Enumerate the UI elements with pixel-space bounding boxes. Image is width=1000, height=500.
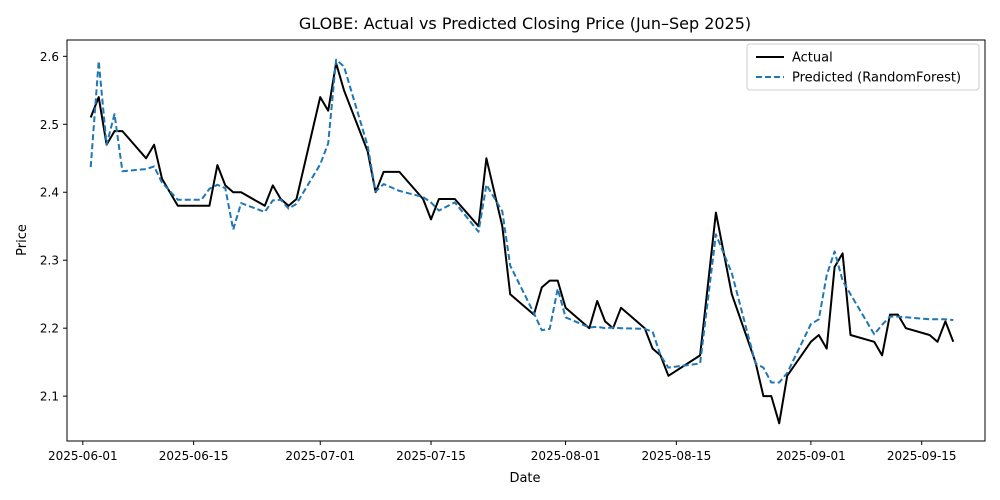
x-tick-label: 2025-06-15 — [159, 449, 229, 463]
y-axis: 2.1 2.2 2.3 2.4 2.5 2.6 — [40, 50, 67, 404]
plot-frame — [66, 39, 986, 442]
chart-title: GLOBE: Actual vs Predicted Closing Price… — [299, 14, 751, 33]
y-tick-label: 2.2 — [40, 322, 59, 336]
series-line-predicted — [89, 58, 954, 384]
legend-box — [746, 43, 980, 91]
x-tick-label: 2025-07-01 — [285, 449, 355, 463]
legend-label-actual: Actual — [792, 51, 833, 66]
y-tick-label: 2.5 — [40, 118, 59, 132]
legend: Actual Predicted (RandomForest) — [746, 43, 980, 91]
y-tick-label: 2.3 — [40, 254, 59, 268]
legend-label-predicted: Predicted (RandomForest) — [792, 71, 961, 86]
y-tick-label: 2.6 — [40, 50, 59, 64]
x-tick-label: 2025-07-15 — [396, 449, 466, 463]
y-tick-label: 2.4 — [40, 186, 59, 200]
x-tick-label: 2025-08-15 — [641, 449, 711, 463]
x-tick-label: 2025-09-15 — [887, 449, 957, 463]
x-tick-label: 2025-08-01 — [531, 449, 601, 463]
x-axis-label: Date — [509, 471, 540, 486]
x-tick-label: 2025-09-01 — [776, 449, 846, 463]
y-tick-label: 2.1 — [40, 390, 59, 404]
series-layer — [89, 58, 955, 425]
y-axis-label: Price — [15, 224, 30, 256]
x-tick-label: 2025-06-01 — [48, 449, 118, 463]
x-axis: 2025-06-01 2025-06-15 2025-07-01 2025-07-15… — [48, 441, 957, 463]
